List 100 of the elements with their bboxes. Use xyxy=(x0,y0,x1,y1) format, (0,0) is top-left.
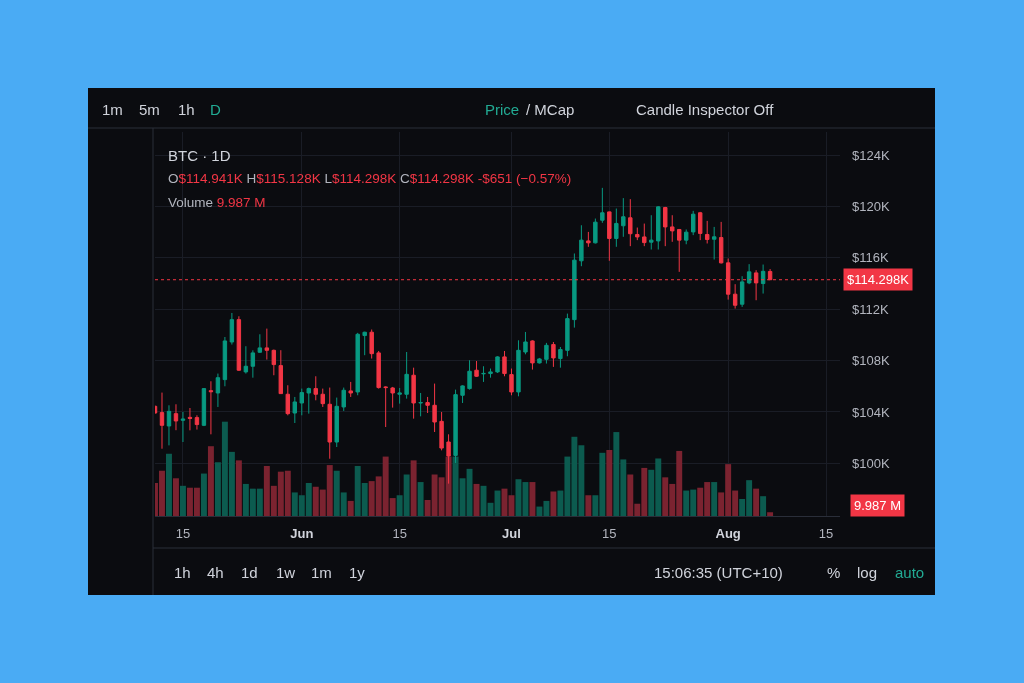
candlestick xyxy=(516,339,521,397)
text: 1m xyxy=(102,101,123,118)
bar xyxy=(711,482,718,516)
text: 1h xyxy=(178,101,195,118)
text: D xyxy=(210,101,221,118)
bar xyxy=(347,500,354,516)
candlestick xyxy=(313,375,318,401)
candlestick xyxy=(257,333,263,354)
candlestick xyxy=(732,283,738,310)
candlestick xyxy=(502,350,507,377)
candlestick xyxy=(670,214,675,243)
candlestick xyxy=(509,368,514,396)
text: O$114.941K H$115.128K L$114.298K C$114.298K -$651 (−0.57%) xyxy=(168,171,572,186)
candlestick xyxy=(187,407,193,431)
text: 1h xyxy=(174,564,191,581)
candlestick xyxy=(691,210,696,236)
text: log xyxy=(857,564,878,581)
y-tick-label: $100K xyxy=(852,455,890,471)
candlestick xyxy=(418,392,423,417)
x-tick-label: Jul xyxy=(502,526,521,541)
candlestick xyxy=(760,264,766,295)
candlestick xyxy=(411,367,416,420)
candlestick xyxy=(628,198,633,247)
ref-line-label: $114.298K xyxy=(847,272,910,287)
candlestick xyxy=(551,341,556,368)
candlestick xyxy=(250,349,256,379)
bar xyxy=(166,453,172,516)
text: 4h xyxy=(207,564,224,581)
candlestick xyxy=(432,383,437,433)
candlestick xyxy=(166,404,172,446)
candlestick xyxy=(348,381,353,398)
candlestick xyxy=(488,368,493,379)
candlestick xyxy=(607,211,612,262)
candlestick xyxy=(404,351,409,400)
candlestick xyxy=(656,205,661,251)
text: 1m xyxy=(311,564,332,581)
candlestick xyxy=(236,315,242,372)
candlestick xyxy=(460,384,465,404)
candlestick xyxy=(341,387,346,412)
y-tick-label: $108K xyxy=(852,353,890,369)
candlestick xyxy=(292,396,298,424)
candlestick xyxy=(614,208,619,248)
text: Price xyxy=(485,101,520,118)
candlestick xyxy=(215,373,221,408)
candlestick xyxy=(425,396,430,414)
x-tick-label: 15 xyxy=(602,526,617,541)
y-tick-label: $124K xyxy=(852,147,890,163)
candlestick xyxy=(243,345,249,375)
text: 1d xyxy=(241,564,258,581)
candlestick xyxy=(180,411,186,443)
candlestick xyxy=(439,411,444,451)
bar xyxy=(767,512,774,516)
candlestick xyxy=(222,336,228,387)
text: BTC · 1D xyxy=(168,147,231,164)
bar xyxy=(606,449,613,516)
candlestick xyxy=(285,384,291,416)
candlestick xyxy=(544,342,549,365)
candlestick xyxy=(299,388,304,416)
text: 15:06:35 (UTC+10) xyxy=(654,564,783,581)
text: / MCap xyxy=(526,101,575,118)
candlestick xyxy=(635,227,640,241)
candlestick xyxy=(327,387,332,460)
y-tick-label: $116K xyxy=(852,250,889,266)
candlestick xyxy=(355,332,360,396)
candlestick xyxy=(565,313,570,357)
bar xyxy=(200,473,207,516)
candlestick xyxy=(201,387,207,427)
candlestick xyxy=(649,214,654,251)
bar xyxy=(529,482,536,516)
text: 9.987 M xyxy=(854,498,901,513)
candlestick xyxy=(229,312,235,346)
candlestick xyxy=(390,386,395,409)
x-tick-label: 15 xyxy=(175,526,191,541)
bar xyxy=(585,495,592,516)
candlestick xyxy=(537,357,542,365)
candlestick xyxy=(739,275,745,308)
text: 1w xyxy=(276,564,296,581)
candlestick xyxy=(306,387,311,415)
candlestick xyxy=(194,414,200,431)
y-tick-label: $104K xyxy=(852,404,890,420)
candlestick xyxy=(334,397,339,448)
candlestick xyxy=(369,329,374,360)
text: 1y xyxy=(349,564,366,581)
candlestick xyxy=(397,387,402,405)
candlestick xyxy=(593,218,598,244)
bar xyxy=(159,470,165,516)
candlestick xyxy=(718,221,724,265)
candlestick xyxy=(376,350,381,390)
candlestick xyxy=(173,403,179,431)
bar xyxy=(173,478,179,516)
bar xyxy=(760,496,767,516)
x-tick-label: Aug xyxy=(715,526,741,541)
candlestick xyxy=(684,228,689,245)
candlestick xyxy=(711,226,717,261)
text: % xyxy=(827,564,841,581)
candlestick xyxy=(572,252,577,329)
candlestick xyxy=(530,339,535,371)
candlestick xyxy=(278,349,284,395)
x-tick-label: 15 xyxy=(392,526,407,541)
candlestick xyxy=(264,328,270,361)
